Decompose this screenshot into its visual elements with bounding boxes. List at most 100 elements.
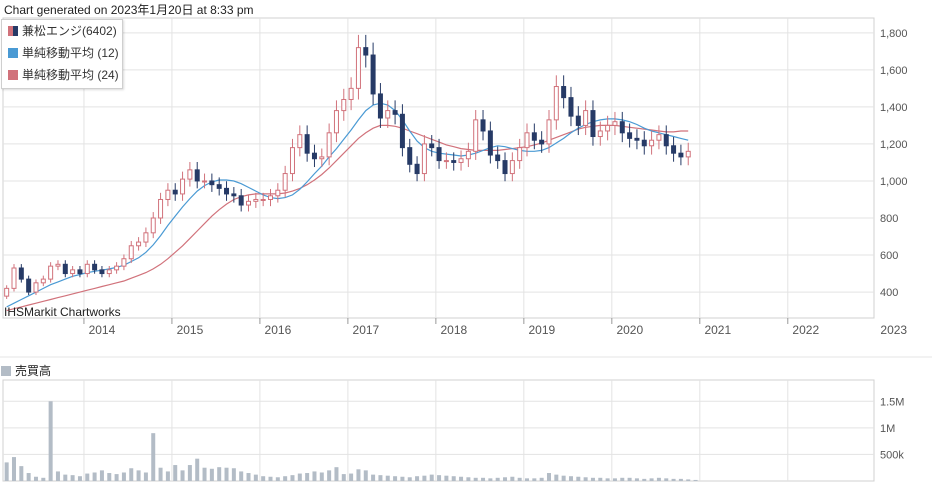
volume-bar	[583, 477, 588, 481]
volume-bar	[363, 470, 368, 481]
legend-item-price[interactable]: 兼松エンジ(6402)	[2, 20, 122, 42]
candle-body	[55, 263, 61, 267]
volume-bar	[77, 476, 82, 481]
candle-body	[502, 160, 508, 175]
candle-body	[385, 110, 391, 119]
candle-body	[473, 119, 479, 152]
candle-body	[11, 267, 17, 289]
legend-label-ma24: 単純移動平均 (24)	[22, 68, 119, 82]
volume-bar	[532, 478, 537, 481]
legend-label-price: 兼松エンジ(6402)	[22, 24, 117, 38]
candle-body	[671, 145, 677, 154]
volume-bar	[99, 470, 104, 481]
candle-body	[238, 195, 244, 206]
volume-bar	[239, 471, 244, 481]
candle-body	[612, 121, 618, 126]
volume-bar	[231, 468, 236, 481]
legend: 兼松エンジ(6402) 単純移動平均 (12) 単純移動平均 (24)	[1, 19, 123, 89]
candle-body	[429, 143, 435, 149]
axes-layer: 400 600 800 1,000 1,200 1,400 1,600 1,800 2014 20…	[0, 28, 932, 461]
volume-grid	[2, 379, 875, 482]
volume-bar	[187, 465, 192, 481]
candle-body	[597, 130, 603, 138]
candle-body	[407, 147, 413, 165]
candle-body	[436, 147, 442, 162]
candle-body	[48, 265, 54, 280]
volume-bar	[63, 474, 68, 481]
volume-bar	[539, 477, 544, 481]
candle-body	[531, 132, 537, 141]
candle-body	[209, 180, 215, 186]
candle-body	[224, 187, 230, 195]
candle-body	[590, 110, 596, 138]
candle-body	[194, 169, 200, 182]
candle-body	[546, 119, 552, 145]
x-tick-label: 2017	[353, 323, 380, 337]
candle-body	[84, 263, 90, 275]
price-panel-frame	[2, 17, 875, 319]
volume-bar	[107, 473, 112, 481]
volume-bar	[341, 474, 346, 481]
volume-bar	[429, 474, 434, 481]
candle-body	[114, 265, 120, 271]
candle-body	[136, 241, 142, 247]
volume-bar	[41, 477, 46, 481]
candle-body	[370, 54, 376, 95]
volume-bar	[349, 473, 354, 481]
candle-body	[231, 193, 237, 197]
candle-body	[627, 132, 633, 139]
ma24-swatch-icon	[8, 70, 18, 80]
candle-body	[553, 86, 559, 121]
price-grid	[2, 17, 875, 319]
volume-bar	[136, 470, 141, 481]
candle-body	[304, 134, 310, 154]
candle-body	[187, 169, 193, 180]
volume-bar	[224, 467, 229, 481]
candle-body	[451, 160, 457, 163]
volume-bar	[576, 476, 581, 481]
volume-bar	[605, 478, 610, 481]
x-tick-label: 2015	[177, 323, 204, 337]
volume-bar	[693, 479, 698, 481]
x-tick-label: 2019	[528, 323, 555, 337]
legend-item-ma24[interactable]: 単純移動平均 (24)	[2, 64, 122, 86]
volume-bar	[195, 458, 200, 481]
candle-body	[685, 150, 691, 158]
candle-body	[282, 173, 288, 191]
candle-body	[649, 139, 655, 147]
candle-body	[517, 147, 523, 162]
candle-body	[333, 110, 339, 134]
volume-panel-frame	[2, 379, 875, 482]
volume-bar	[327, 470, 332, 481]
volume-bar	[481, 477, 486, 481]
volume-bar	[209, 468, 214, 481]
volume-bar	[568, 476, 573, 481]
volume-bar	[33, 476, 38, 481]
volume-bar	[371, 474, 376, 481]
volume-bar	[385, 475, 390, 481]
volume-bar	[70, 475, 75, 481]
volume-bar	[678, 478, 683, 481]
candle-body	[561, 86, 567, 99]
price-y-tick-label: 1,400	[880, 102, 908, 114]
candle-body	[641, 139, 647, 147]
candle-body	[678, 152, 684, 158]
volume-title: 売買高	[1, 362, 51, 379]
volume-bar	[517, 477, 522, 481]
candle-body	[246, 200, 252, 206]
candle-body	[4, 287, 10, 297]
candle-body	[267, 195, 273, 200]
candle-body	[143, 232, 149, 243]
volume-bar	[459, 476, 464, 481]
volume-bar	[437, 475, 442, 481]
legend-item-ma12[interactable]: 単純移動平均 (12)	[2, 42, 122, 64]
volume-bar	[422, 475, 427, 481]
x-tick-label: 2020	[616, 323, 643, 337]
volume-bar	[158, 467, 163, 481]
price-y-tick-label: 600	[880, 250, 898, 262]
candle-body	[539, 139, 545, 145]
candle-body	[326, 132, 332, 158]
volume-bar	[85, 473, 90, 481]
volume-bar	[55, 471, 60, 481]
